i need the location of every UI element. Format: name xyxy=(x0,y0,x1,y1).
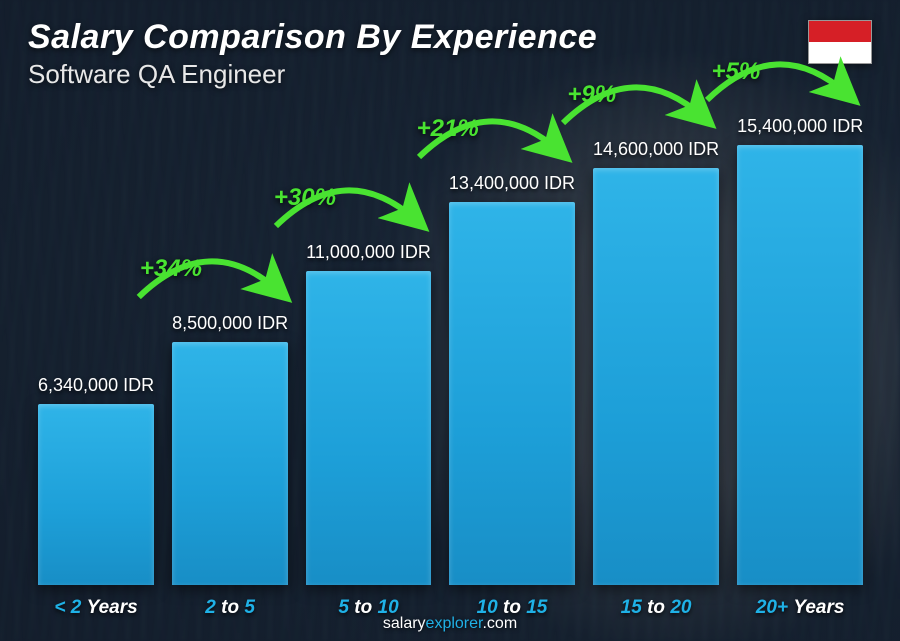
footer-attribution: salaryexplorer.com xyxy=(0,615,900,633)
growth-indicator: +30% xyxy=(236,184,373,212)
bar-value-label: 14,600,000 IDR xyxy=(593,139,719,160)
bar xyxy=(172,342,288,585)
growth-label: +21% xyxy=(378,115,517,143)
bar-group: +21%13,400,000 IDR10 to 15 xyxy=(449,173,575,585)
bar-group: +9%14,600,000 IDR15 to 20 xyxy=(593,139,719,585)
bar-value-label: 11,000,000 IDR xyxy=(306,242,431,263)
bar-group: +5%15,400,000 IDR20+ Years xyxy=(737,116,863,585)
country-flag-icon xyxy=(808,20,872,64)
bar-value-label: 15,400,000 IDR xyxy=(737,116,863,137)
flag-bottom-stripe xyxy=(809,42,871,63)
bar-group: +30%11,000,000 IDR5 to 10 xyxy=(306,242,431,585)
bar xyxy=(593,168,719,585)
bar-value-label: 8,500,000 IDR xyxy=(172,313,288,334)
growth-arrow-icon xyxy=(385,107,593,177)
growth-arrow-icon xyxy=(243,176,449,246)
bar-value-label: 13,400,000 IDR xyxy=(449,173,575,194)
footer-text-tail: .com xyxy=(482,615,517,632)
growth-arrow-icon xyxy=(113,247,305,317)
page-title: Salary Comparison By Experience xyxy=(28,18,872,57)
footer-text-1: salary xyxy=(383,615,426,632)
bar-group: 6,340,000 IDR< 2 Years xyxy=(38,375,154,585)
bar xyxy=(449,202,575,585)
header: Salary Comparison By Experience Software… xyxy=(28,18,872,90)
growth-indicator: +21% xyxy=(378,115,517,143)
growth-label: +34% xyxy=(107,255,235,283)
salary-bar-chart: 6,340,000 IDR< 2 Years+34%8,500,000 IDR2… xyxy=(38,105,840,585)
bar xyxy=(306,271,431,585)
bar xyxy=(38,404,154,585)
flag-top-stripe xyxy=(809,21,871,42)
growth-indicator: +34% xyxy=(107,255,235,283)
bar xyxy=(737,145,863,585)
page-subtitle: Software QA Engineer xyxy=(28,59,872,90)
footer-text-accent: explorer xyxy=(426,615,483,632)
growth-label: +30% xyxy=(236,184,373,212)
bar-group: +34%8,500,000 IDR2 to 5 xyxy=(172,313,288,585)
bar-value-label: 6,340,000 IDR xyxy=(38,375,154,396)
